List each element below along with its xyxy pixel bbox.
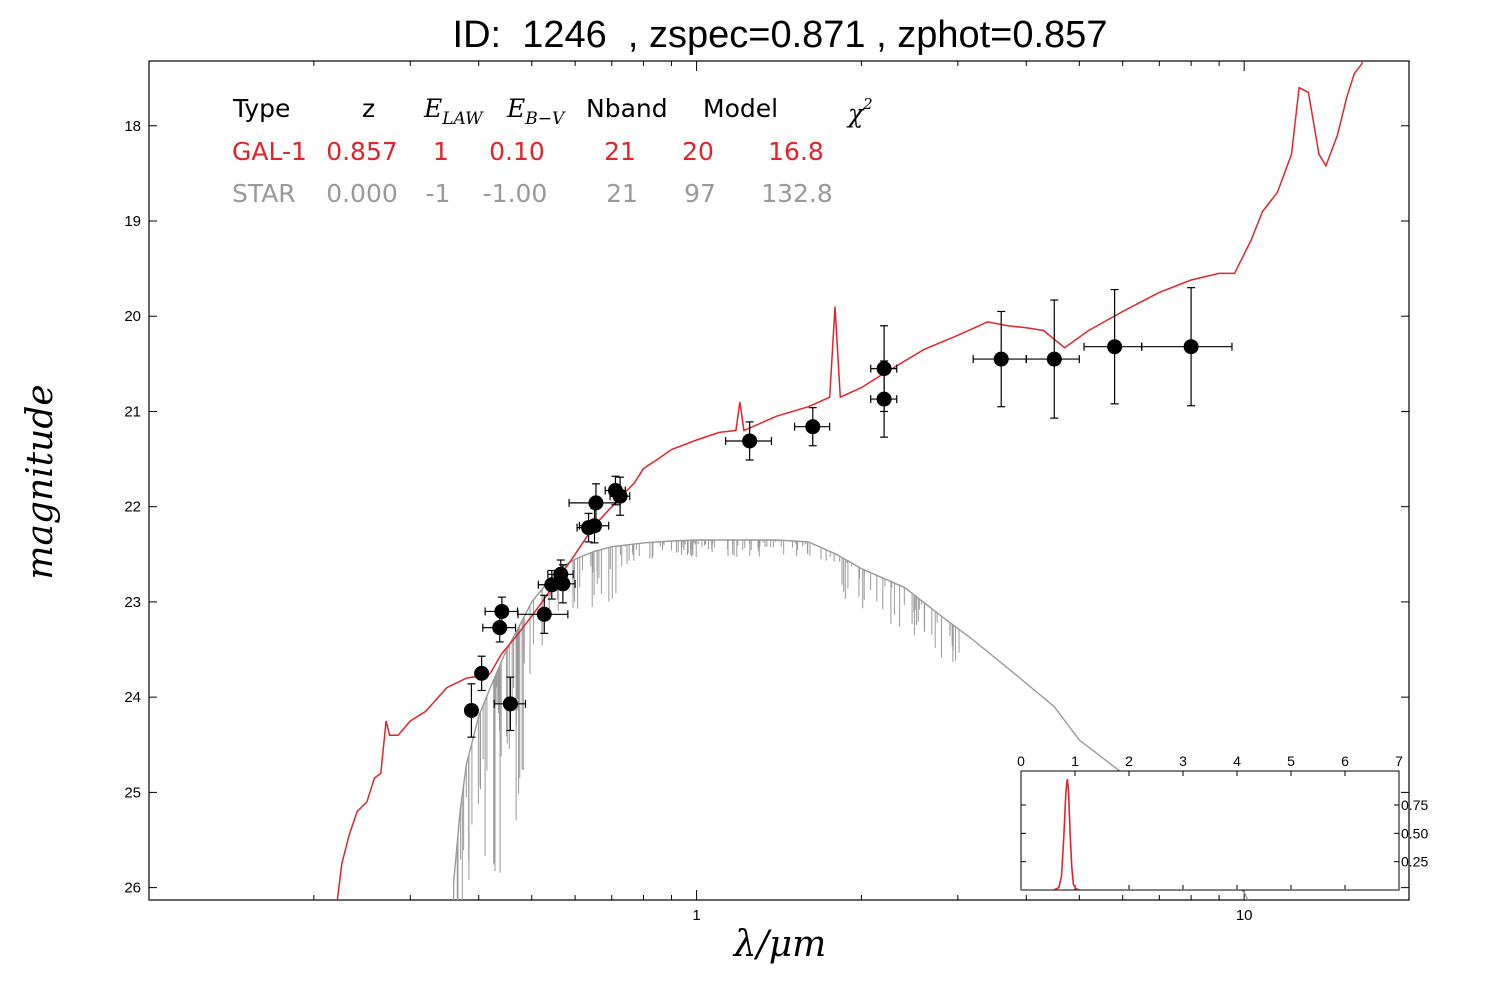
redshift-pdf-inset: 0 1 2 3 4 5 6 7 0.25 0.50 0.75 <box>1017 753 1428 891</box>
data-point <box>609 476 631 516</box>
inset-x-tick-label: 6 <box>1341 753 1349 769</box>
fit-table: Type z ELAW EB−V Nband Model χ2 GAL-1 0.… <box>232 94 873 208</box>
inset-x-tick-label: 0 <box>1017 753 1025 769</box>
row-gal-elaw: 1 <box>433 137 449 166</box>
y-tick-label: 25 <box>124 784 141 801</box>
table-header-z: z <box>362 94 375 123</box>
galaxy-model-layer <box>336 61 1364 900</box>
row-star-chi2: 132.8 <box>761 179 833 208</box>
x-axis: 1 10 <box>148 61 1410 924</box>
inset-pdf-line <box>1021 778 1399 890</box>
inset-x-tick-label: 1 <box>1071 753 1079 769</box>
data-point <box>549 564 576 604</box>
y-tick-label: 24 <box>124 689 141 706</box>
y-tick-label: 20 <box>124 308 141 325</box>
row-star-nband: 21 <box>606 179 638 208</box>
x-tick-label: 10 <box>1236 907 1253 924</box>
data-point <box>793 407 831 447</box>
data-point <box>474 655 490 692</box>
observations-layer <box>463 287 1233 738</box>
row-gal-model: 20 <box>682 137 714 166</box>
inset-y-tick-label: 0.25 <box>1401 854 1428 870</box>
inset-pdf-layer <box>1021 778 1399 890</box>
x-axis-title: λ/μm <box>732 924 826 965</box>
inset-x-tick-label: 4 <box>1233 753 1241 769</box>
data-point <box>463 683 479 738</box>
plot-frame <box>148 60 1410 901</box>
y-tick-label: 23 <box>124 594 141 611</box>
data-point <box>484 596 519 627</box>
table-header-nband: Nband <box>586 94 668 123</box>
row-star-elaw: -1 <box>426 179 451 208</box>
table-header-model: Model <box>703 94 778 123</box>
row-star-model: 97 <box>684 179 716 208</box>
row-gal-ebv: 0.10 <box>489 137 545 166</box>
y-tick-label: 18 <box>124 118 141 135</box>
data-point <box>517 594 569 634</box>
y-tick-label: 22 <box>124 499 141 516</box>
table-header-type: Type <box>232 94 290 123</box>
data-point <box>568 483 621 523</box>
row-gal-z: 0.857 <box>326 137 398 166</box>
row-star-z: 0.000 <box>326 179 398 208</box>
data-point <box>1141 287 1233 407</box>
x-tick-label: 1 <box>692 907 700 924</box>
y-tick-label: 21 <box>124 403 141 420</box>
y-axis-title: magnitude <box>20 384 61 579</box>
inset-frame <box>1020 770 1400 891</box>
data-point <box>1083 288 1143 405</box>
data-point <box>493 676 527 732</box>
row-gal-chi2: 16.8 <box>768 137 824 166</box>
inset-y-tick-label: 0.75 <box>1401 797 1428 813</box>
inset-x-tick-label: 3 <box>1179 753 1187 769</box>
row-gal-type: GAL-1 <box>232 137 307 166</box>
galaxy-model-line <box>336 61 1364 900</box>
y-tick-label: 19 <box>124 213 141 230</box>
row-star-type: STAR <box>232 179 296 208</box>
data-point <box>725 421 773 461</box>
inset-y-tick-label: 0.50 <box>1401 825 1428 841</box>
inset-x-tick-label: 2 <box>1125 753 1133 769</box>
row-gal-nband: 21 <box>604 137 636 166</box>
row-star-ebv: -1.00 <box>483 179 548 208</box>
data-point <box>870 360 898 438</box>
data-point <box>1025 299 1080 419</box>
inset-x-tick-label: 7 <box>1395 753 1403 769</box>
chart-title: ID: 1246 , zspec=0.871 , zphot=0.857 <box>452 14 1108 56</box>
inset-axes: 0 1 2 3 4 5 6 7 0.25 0.50 0.75 <box>1017 753 1428 890</box>
y-tick-label: 26 <box>124 880 141 897</box>
inset-x-tick-label: 5 <box>1287 753 1295 769</box>
